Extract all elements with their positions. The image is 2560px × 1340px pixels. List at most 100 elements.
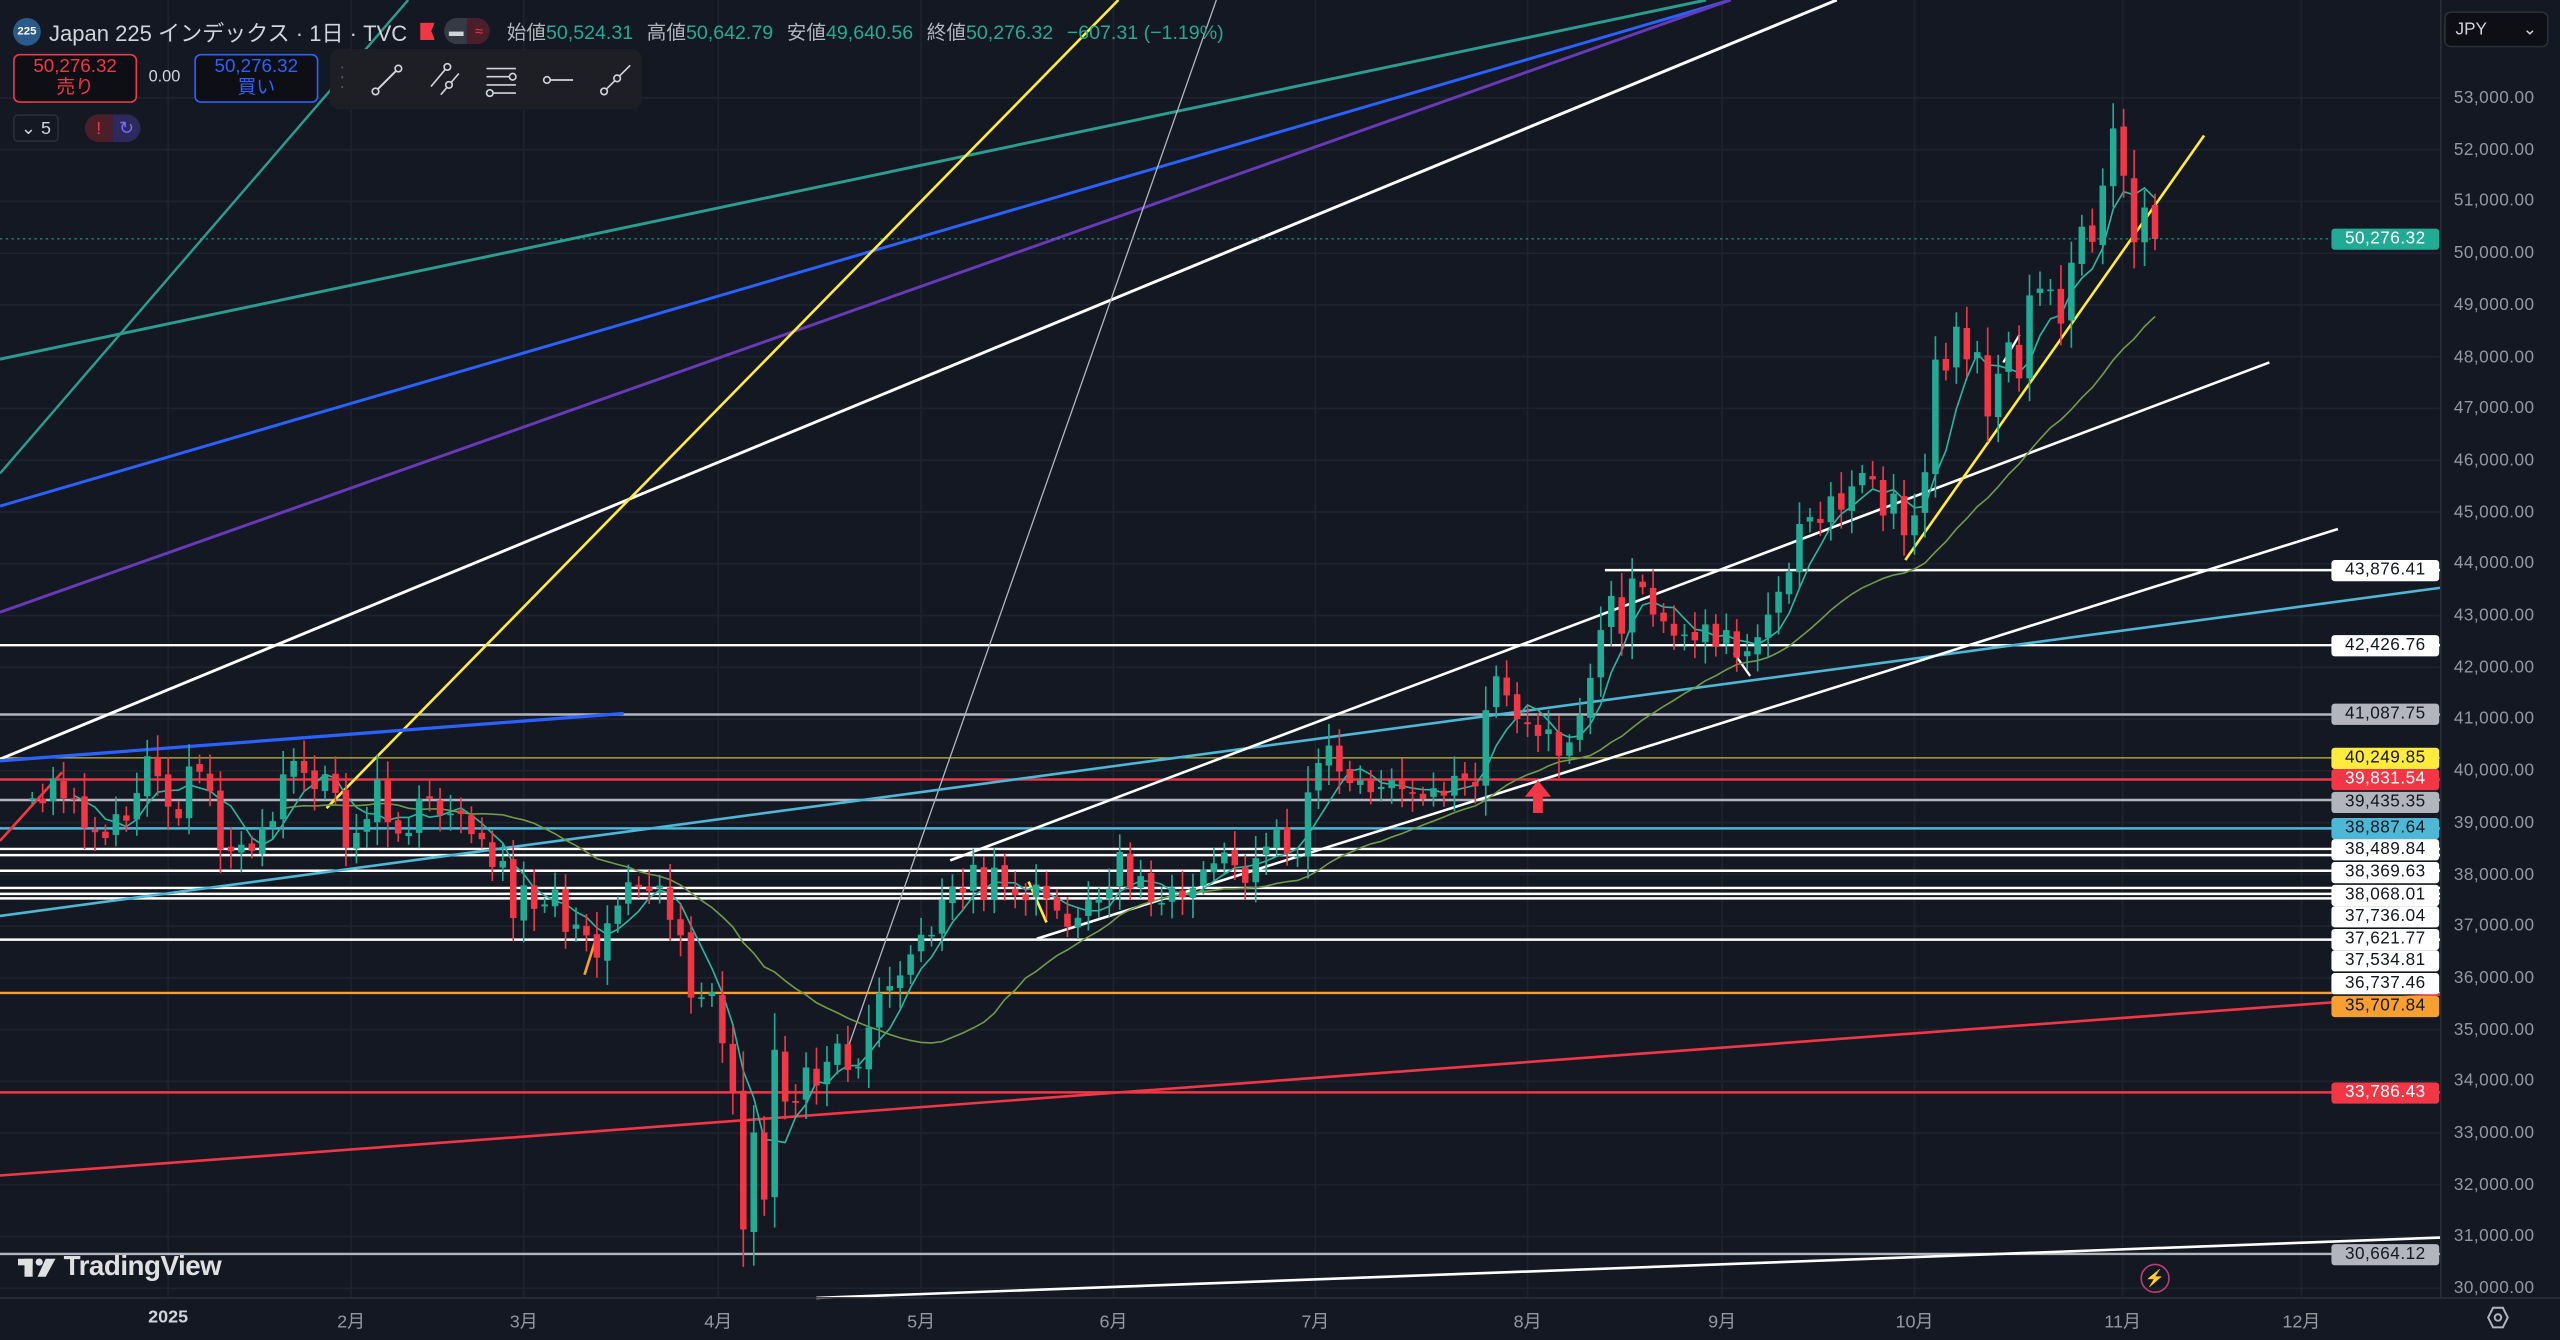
time-tick-label: 8月 bbox=[1513, 1312, 1542, 1333]
level-price-label: 41,087.75 bbox=[2331, 703, 2440, 726]
visibility-toggle[interactable]: ▬ ≈ bbox=[444, 17, 491, 45]
candle-up bbox=[2109, 128, 2117, 187]
candle-down bbox=[562, 888, 569, 932]
candle-up bbox=[896, 975, 904, 988]
price-tick-label: 46,000.00 bbox=[2453, 450, 2535, 471]
candle-up bbox=[834, 1043, 841, 1065]
sell-button[interactable]: 50,276.32 売り bbox=[13, 53, 138, 103]
candle-down bbox=[1064, 913, 1071, 927]
candle-up bbox=[2036, 288, 2044, 293]
candle-down bbox=[1231, 850, 1239, 866]
candle-down bbox=[760, 1132, 768, 1200]
time-tick-label: 7月 bbox=[1301, 1312, 1330, 1333]
candle-up bbox=[1848, 486, 1856, 511]
trend-line[interactable] bbox=[0, 0, 1732, 508]
hide-icon[interactable]: ▬ bbox=[444, 17, 468, 45]
time-tick-label: 5月 bbox=[907, 1312, 936, 1333]
candle-up bbox=[1357, 780, 1364, 785]
candle-down bbox=[583, 925, 590, 936]
candle-up bbox=[1032, 884, 1040, 898]
candle-down bbox=[1817, 518, 1824, 523]
trend-line[interactable] bbox=[816, 1236, 2441, 1300]
candle-up bbox=[1921, 472, 1929, 513]
horizontal-ray-icon[interactable] bbox=[539, 60, 578, 99]
candle-down bbox=[39, 798, 46, 804]
candle-up bbox=[855, 1066, 862, 1069]
price-tick-label: 33,000.00 bbox=[2453, 1123, 2535, 1143]
candle-up bbox=[1973, 352, 1981, 359]
candle-up bbox=[1702, 624, 1709, 643]
candle-down bbox=[1618, 597, 1625, 634]
candle-up bbox=[698, 997, 705, 999]
candle-up bbox=[1388, 780, 1395, 789]
close-value: 50,276.32 bbox=[965, 20, 1054, 44]
candle-up bbox=[269, 821, 276, 829]
candle-down bbox=[1649, 587, 1657, 615]
ray-icon[interactable] bbox=[596, 60, 635, 99]
trend-line[interactable] bbox=[0, 586, 2441, 918]
candle-down bbox=[1984, 355, 1991, 417]
trend-line[interactable] bbox=[0, 711, 624, 763]
open-label: 始値 bbox=[506, 20, 546, 44]
level-price-label: 30,664.12 bbox=[2331, 1243, 2440, 1265]
candle-up bbox=[1262, 846, 1270, 856]
candle-down bbox=[1879, 480, 1887, 516]
time-tick-label: 2月 bbox=[337, 1312, 366, 1333]
trend-line[interactable] bbox=[0, 992, 2441, 1177]
currency-dropdown[interactable]: JPY ⌄ bbox=[2444, 11, 2549, 48]
candle-up bbox=[1304, 792, 1312, 857]
candle-up bbox=[2099, 185, 2106, 245]
price-tick-label: 47,000.00 bbox=[2453, 398, 2535, 419]
trend-line-icon[interactable] bbox=[367, 60, 406, 99]
warning-icon[interactable]: ! bbox=[84, 114, 113, 143]
flag-icon[interactable] bbox=[420, 22, 435, 40]
tradingview-logo[interactable]: TradingView bbox=[17, 1250, 222, 1284]
trend-line[interactable] bbox=[1904, 134, 2206, 561]
trend-line[interactable] bbox=[0, 0, 1707, 361]
fib-retracement-icon[interactable] bbox=[482, 60, 521, 99]
candle-up bbox=[949, 887, 956, 904]
trend-line[interactable] bbox=[0, 0, 1838, 761]
level-price-label: 38,489.84 bbox=[2331, 839, 2440, 862]
symbol-title[interactable]: Japan 225 インデックス · 1日 · TVC bbox=[48, 21, 408, 46]
wave-icon[interactable]: ≈ bbox=[467, 17, 491, 45]
candle-down bbox=[1001, 865, 1008, 887]
time-tick-label: 9月 bbox=[1708, 1312, 1737, 1333]
watermark-text: TradingView bbox=[63, 1250, 222, 1282]
price-tick-label: 51,000.00 bbox=[2453, 191, 2535, 212]
candle-up bbox=[572, 924, 580, 929]
indicators-collapse-button[interactable]: ⌄ 5 bbox=[13, 114, 59, 143]
parallel-channel-icon[interactable] bbox=[424, 60, 463, 99]
candle-up bbox=[1587, 677, 1594, 718]
up-arrow-marker[interactable] bbox=[1524, 780, 1552, 814]
candle-up bbox=[928, 934, 935, 937]
symbol-logo[interactable]: 225 bbox=[13, 17, 41, 45]
candle-up bbox=[1566, 742, 1573, 756]
buy-button[interactable]: 50,276.32 買い bbox=[194, 53, 319, 103]
refresh-icon[interactable]: ↻ bbox=[112, 114, 141, 143]
candle-up bbox=[865, 1027, 873, 1070]
candle-down bbox=[227, 846, 235, 852]
ohlc-values: 始値50,524.31 高値50,642.79 安値49,640.56 終値50… bbox=[507, 17, 1232, 45]
candle-up bbox=[1681, 634, 1688, 637]
candle-up bbox=[1953, 326, 1960, 368]
channel-lower-line[interactable] bbox=[1036, 527, 2339, 941]
trend-line[interactable] bbox=[848, 0, 1217, 1046]
lightning-icon[interactable]: ⚡ bbox=[2140, 1263, 2170, 1294]
candle-down bbox=[677, 919, 684, 936]
candle-down bbox=[1367, 779, 1374, 793]
level-price-label: 36,737.46 bbox=[2331, 973, 2440, 995]
price-tick-label: 49,000.00 bbox=[2453, 295, 2535, 315]
candle-down bbox=[1963, 327, 1971, 360]
candle-up bbox=[886, 986, 893, 991]
time-tick-label: 12月 bbox=[2282, 1312, 2321, 1333]
trend-line[interactable] bbox=[325, 0, 1120, 810]
candle-down bbox=[342, 789, 350, 848]
settings-icon[interactable] bbox=[2487, 1306, 2510, 1329]
drag-handle-icon[interactable]: ⁚ ⁚ bbox=[339, 64, 345, 93]
candle-down bbox=[980, 867, 988, 901]
alert-status[interactable]: ! ↻ bbox=[84, 114, 141, 143]
spread-value: 0.00 bbox=[148, 68, 181, 87]
trend-line[interactable] bbox=[0, 0, 1732, 614]
